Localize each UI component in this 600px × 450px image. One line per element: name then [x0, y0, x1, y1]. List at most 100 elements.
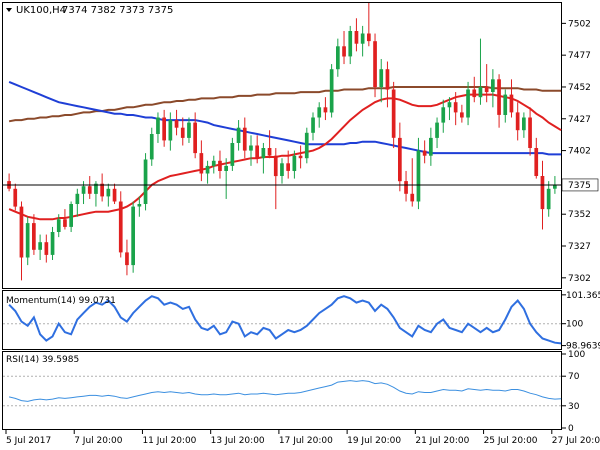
candle-body: [478, 87, 483, 98]
candle-body: [515, 112, 520, 131]
candle-body: [304, 132, 309, 159]
momentum-tick-label: 100: [566, 320, 583, 330]
candle-body: [360, 33, 365, 44]
candle-body: [540, 176, 545, 210]
candle-body: [230, 143, 235, 166]
candle-body: [69, 204, 73, 227]
chart-header: UK100,H4 7374 7382 7373 7375: [6, 5, 173, 16]
candle-body: [553, 184, 557, 189]
candle-body: [174, 120, 179, 128]
candle-body: [249, 145, 253, 151]
time-tick-label: 27 Jul 20:00: [552, 436, 600, 446]
candle-body: [224, 165, 228, 171]
candle-body: [410, 193, 415, 202]
candle-body: [205, 165, 210, 174]
candle-body: [38, 242, 42, 250]
candle-body: [211, 160, 216, 166]
price-tick-label: 7452: [568, 83, 591, 93]
candle-body: [398, 137, 402, 182]
candle-body: [63, 219, 67, 227]
candle-body: [199, 153, 204, 174]
collapse-triangle-icon[interactable]: [6, 8, 12, 12]
candle-body: [112, 188, 117, 202]
candle-body: [87, 186, 92, 194]
candle-body: [509, 94, 514, 113]
rsi-pane: 100 70 30 0: [3, 350, 585, 434]
candle-body: [137, 204, 142, 207]
candle-body: [522, 117, 526, 131]
candle-body: [404, 181, 408, 194]
candle-body: [143, 159, 148, 204]
candle-body: [422, 150, 427, 156]
price-tick-label: 7352: [568, 210, 591, 220]
candle-body: [336, 46, 340, 70]
candle-body: [528, 117, 532, 148]
time-tick-label: 11 Jul 20:00: [142, 436, 196, 446]
candle-body: [391, 89, 396, 138]
time-tick-label: 25 Jul 20:00: [484, 436, 538, 446]
ohlc-label: 7374 7382 7373 7375: [62, 5, 173, 16]
candle-body: [218, 160, 222, 171]
candle-body: [298, 155, 303, 159]
price-pane-frame: [2, 2, 562, 289]
time-tick-label: 5 Jul 2017: [6, 436, 51, 446]
candle-body: [292, 155, 297, 171]
candle-body: [75, 193, 80, 204]
candle-body: [354, 31, 359, 44]
candle-body: [81, 186, 86, 194]
candle-body: [131, 206, 135, 266]
candle-body: [447, 102, 452, 108]
candle-body: [491, 79, 495, 92]
candle-body: [267, 148, 272, 156]
candle-body: [261, 148, 266, 159]
candle-body: [484, 87, 489, 93]
rsi-tick-label: 100: [568, 350, 585, 360]
candle-body: [435, 122, 439, 138]
rsi-tick-label: 0: [568, 424, 574, 434]
candle-body: [255, 145, 259, 159]
candle-body: [44, 242, 49, 255]
candle-body: [348, 31, 353, 57]
candle-body: [329, 69, 334, 113]
time-tick-label: 19 Jul 20:00: [347, 436, 401, 446]
candle-body: [453, 102, 458, 113]
candle-body: [429, 137, 433, 156]
sma-mid-line: [8, 80, 562, 156]
candles: [7, 3, 557, 281]
rsi-tick-label: 70: [568, 372, 580, 382]
time-tick-label: 21 Jul 20:00: [415, 436, 469, 446]
rsi-label: RSI(14) 39.5985: [6, 355, 79, 365]
candle-body: [242, 127, 247, 151]
candle-body: [19, 206, 24, 258]
candle-body: [323, 107, 328, 113]
time-axis: 5 Jul 2017 7 Jul 20:00 11 Jul 20:00 13 Jul …: [5, 430, 600, 446]
candle-body: [497, 79, 501, 115]
rsi-pane-frame: [2, 351, 562, 430]
momentum-pane: 101.3657 100 98.9639: [3, 291, 600, 352]
candle-body: [379, 69, 384, 87]
time-tick-label: 13 Jul 20:00: [211, 436, 265, 446]
candle-body: [50, 232, 55, 255]
momentum-label: Momentum(14) 99.0731: [6, 296, 116, 306]
momentum-tick-label: 101.3657: [566, 291, 600, 301]
candle-body: [149, 134, 154, 160]
candle-body: [193, 122, 197, 154]
time-tick-label: 7 Jul 20:00: [74, 436, 123, 446]
candle-body: [56, 219, 61, 232]
candle-body: [94, 183, 98, 194]
candle-body: [125, 252, 129, 266]
candle-body: [32, 223, 36, 250]
candle-body: [460, 112, 464, 118]
candle-body: [286, 163, 290, 171]
candle-body: [118, 201, 123, 253]
candle-body: [317, 107, 322, 118]
symbol-label: UK100,H4: [16, 5, 66, 16]
candle-body: [25, 223, 30, 258]
candle-body: [546, 188, 551, 210]
candle-body: [466, 89, 470, 118]
candle-body: [236, 127, 241, 143]
candle-body: [180, 127, 185, 138]
candle-body: [441, 107, 446, 123]
candle-body: [416, 150, 421, 202]
